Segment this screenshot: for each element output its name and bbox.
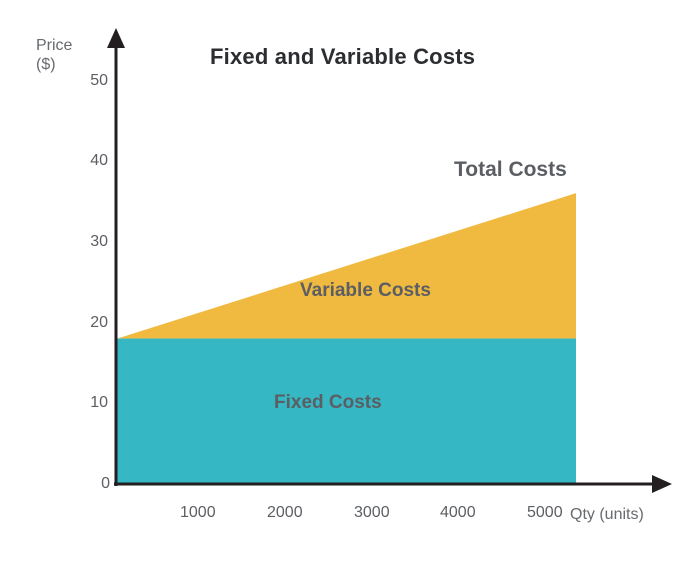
x-tick-1000: 1000	[180, 504, 216, 522]
y-tick-30: 30	[78, 233, 108, 251]
x-tick-4000: 4000	[440, 504, 476, 522]
cost-chart: Fixed and Variable Costs Price ($) Qty (…	[0, 0, 700, 570]
y-tick-50: 50	[78, 72, 108, 90]
x-tick-3000: 3000	[354, 504, 390, 522]
y-tick-40: 40	[78, 152, 108, 170]
y-tick-0: 0	[92, 475, 110, 493]
x-axis-arrowhead-icon	[652, 475, 672, 493]
variable-costs-label: Variable Costs	[300, 280, 431, 302]
y-tick-10: 10	[78, 394, 108, 412]
fixed-costs-label: Fixed Costs	[274, 392, 382, 414]
x-tick-5000: 5000	[527, 504, 563, 522]
y-tick-20: 20	[78, 314, 108, 332]
y-axis-arrowhead-icon	[107, 28, 125, 48]
variable-cost-area	[118, 193, 577, 338]
total-costs-label: Total Costs	[454, 158, 567, 182]
x-tick-2000: 2000	[267, 504, 303, 522]
